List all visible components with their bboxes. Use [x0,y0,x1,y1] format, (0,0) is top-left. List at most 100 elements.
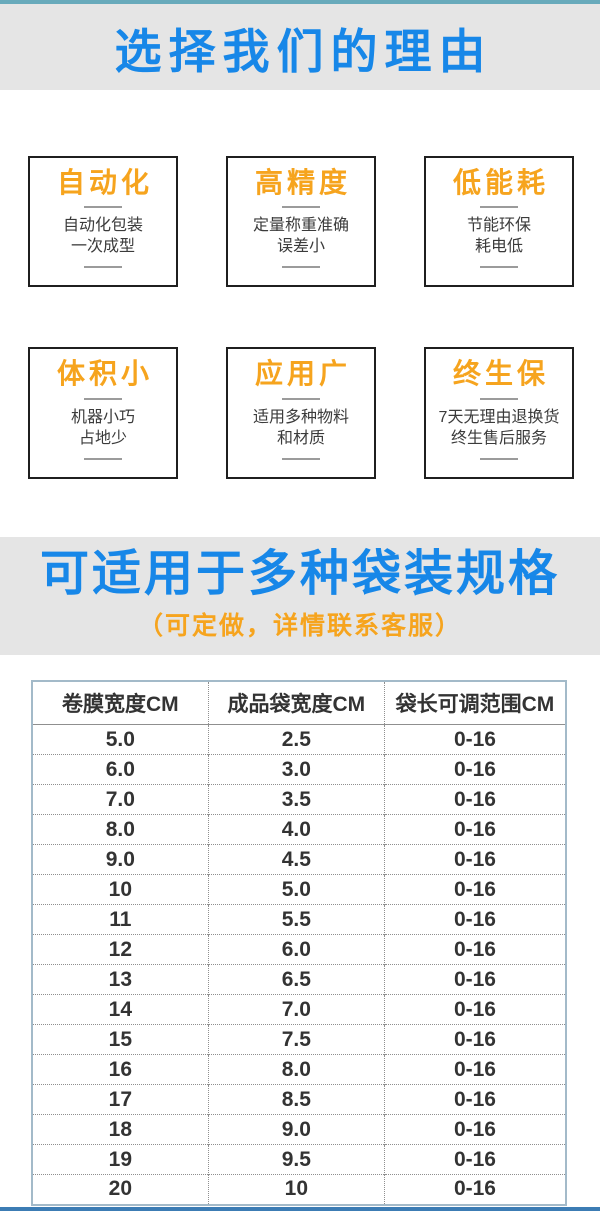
table-cell: 10 [207,1174,385,1205]
feature-description-line: 适用多种物料 [252,408,349,426]
table-cell: 13 [32,964,209,995]
feature-divider-top [282,397,320,400]
feature-card-3: 低能耗 节能环保 耗电低 [424,156,574,288]
feature-divider-bottom [84,457,122,460]
table-cell: 10 [32,874,209,905]
table-cell: 0-16 [383,1054,566,1085]
reasons-banner: 选择我们的理由 [0,4,600,90]
bag-spec-table: 卷膜宽度CM 成品袋宽度CM 袋长可调范围CM 5.0 2.5 0-16 6.0 3.0 0-… [31,679,567,1206]
table-cell: 5.5 [207,904,385,935]
table-row: 12 6.0 0-16 [32,934,566,965]
feature-description: 适用多种物料 和材质 [231,407,371,449]
table-cell: 14 [32,994,209,1025]
feature-title: 终生保 [452,358,549,390]
feature-divider-bottom [84,266,122,269]
table-row: 7.0 3.5 0-16 [32,784,566,815]
feature-description-line: 7天无理由退换货 [438,408,560,426]
feature-description-line: 终生售后服务 [450,429,547,447]
table-row: 18 9.0 0-16 [32,1114,566,1145]
table-cell: 0-16 [383,1114,566,1145]
col-header-3: 袋长可调范围CM [383,680,566,726]
feature-divider-top [282,206,320,209]
feature-grid: 自动化 自动化包装 一次成型 高精度 定量称重准确 误差小 低能耗 节能环保 耗电低 体积小 机器小… [0,90,600,479]
feature-card-4: 体积小机器小巧占地少 [28,347,178,479]
feature-card-1: 自动化 自动化包装 一次成型 [28,156,178,288]
feature-description-line: 占地少 [78,429,127,447]
feature-divider-bottom [480,457,518,460]
table-cell: 5.0 [207,874,385,905]
table-row: 6.0 3.0 0-16 [32,754,566,785]
bottom-divider-strip [0,1207,600,1211]
table-cell: 3.0 [207,754,385,785]
feature-card-5: 应用广 适用多种物料 和材质 [226,347,376,479]
table-cell: 6.0 [32,754,209,785]
specs-title: 可适用于多种袋装规格 [39,546,560,601]
table-cell: 11 [32,904,209,935]
feature-description-line: 耗电低 [474,238,523,256]
feature-description-line: 节能环保 [466,217,531,235]
table-cell: 0-16 [383,844,566,875]
table-cell: 3.5 [207,784,385,815]
specs-banner: 可适用于多种袋装规格 （可定做，详情联系客服） [0,536,600,655]
feature-divider-top [84,397,122,400]
feature-description: 自动化包装 一次成型 [33,215,173,257]
reasons-title: 选择我们的理由 [114,24,493,78]
table-cell: 4.5 [207,844,385,875]
table-row: 11 5.5 0-16 [32,904,566,935]
table-cell: 0-16 [383,1144,566,1175]
table-cell: 7.5 [207,1024,385,1055]
feature-divider-top [84,206,122,209]
table-cell: 0-16 [383,964,566,995]
table-cell: 0-16 [383,1174,566,1205]
table-cell: 8.0 [207,1054,385,1085]
feature-description-line: 误差小 [276,238,325,256]
table-cell: 8.5 [207,1084,385,1115]
spec-table-head: 卷膜宽度CM 成品袋宽度CM 袋长可调范围CM [32,680,566,726]
feature-description-line: 机器小巧 [70,408,135,426]
table-cell: 0-16 [383,724,566,755]
table-cell: 0-16 [383,994,566,1025]
feature-card-2: 高精度定量称重准确 误差小 [226,156,376,288]
table-row: 19 9.5 0-16 [32,1144,566,1175]
feature-title: 高精度 [254,167,351,198]
feature-divider-bottom [282,457,320,460]
feature-description: 节能环保 耗电低 [429,215,569,257]
table-row: 17 8.5 0-16 [32,1084,566,1115]
table-row: 8.0 4.0 0-16 [32,814,566,845]
table-cell: 15 [32,1024,209,1055]
table-row: 10 5.0 0-16 [32,874,566,905]
feature-description-line: 定量称重准确 [252,217,349,235]
feature-title: 体积小 [56,358,153,390]
table-cell: 12 [32,934,209,965]
table-cell: 0-16 [383,904,566,935]
top-divider-strip [0,0,600,4]
table-cell: 0-16 [383,934,566,965]
table-cell: 7.0 [32,784,209,815]
feature-description-line: 一次成型 [70,238,135,256]
col-header-1: 卷膜宽度CM [32,680,209,726]
table-cell: 6.5 [207,964,385,995]
table-row: 5.0 2.5 0-16 [32,724,566,755]
spec-table-body: 5.0 2.5 0-16 6.0 3.0 0-16 7.0 3.5 0-16 8.0 4.0 0-16… [32,724,566,1205]
feature-description: 7天无理由退换货 终生售后服务 [429,407,569,449]
table-row: 16 8.0 0-16 [32,1054,566,1085]
table-cell: 0-16 [383,784,566,815]
feature-description-line: 和材质 [276,429,325,447]
table-cell: 17 [32,1084,209,1115]
table-cell: 6.0 [207,934,385,965]
table-cell: 8.0 [32,814,209,845]
table-cell: 0-16 [383,1024,566,1055]
feature-divider-top [480,397,518,400]
feature-description: 定量称重准确 误差小 [231,215,371,257]
feature-divider-bottom [282,266,320,269]
table-header-row: 卷膜宽度CM 成品袋宽度CM 袋长可调范围CM [32,680,566,726]
table-row: 15 7.5 0-16 [32,1024,566,1055]
feature-description-line: 自动化包装 [62,217,143,235]
table-cell: 20 [32,1174,209,1205]
table-row: 13 6.5 0-16 [32,964,566,995]
table-row: 9.0 4.5 0-16 [32,844,566,875]
table-cell: 0-16 [383,874,566,905]
table-cell: 9.5 [207,1144,385,1175]
table-cell: 18 [32,1114,209,1145]
table-cell: 2.5 [207,724,385,755]
